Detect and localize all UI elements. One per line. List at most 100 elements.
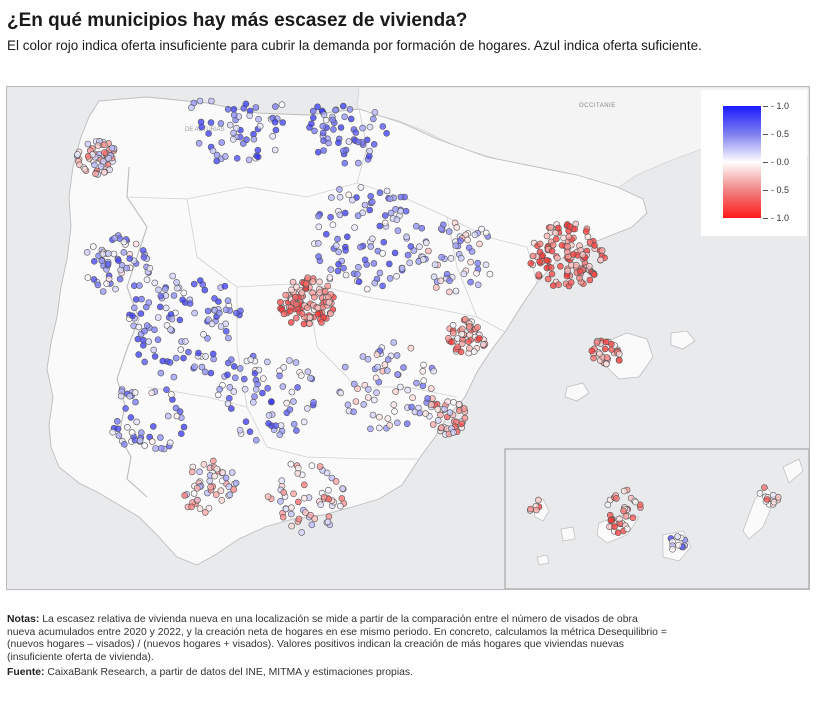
municipality-dot: [232, 479, 240, 487]
municipality-dot: [141, 442, 148, 449]
municipality-dot: [536, 240, 544, 248]
municipality-dot: [294, 469, 302, 477]
municipality-dot: [535, 496, 542, 504]
municipality-dot: [154, 314, 162, 321]
municipality-dot: [467, 258, 474, 266]
municipality-dot: [422, 239, 430, 247]
municipality-dot: [544, 275, 552, 283]
municipality-dot: [756, 489, 764, 497]
municipality-dot: [547, 264, 555, 271]
municipality-dot: [99, 250, 107, 258]
municipality-dot: [385, 260, 393, 268]
municipality-dot: [763, 496, 771, 503]
municipality-dot: [429, 421, 437, 428]
municipality-dot: [100, 169, 108, 176]
municipality-dot: [535, 271, 543, 278]
municipality-dot: [393, 419, 401, 427]
municipality-dot: [329, 221, 337, 229]
municipality-dot: [236, 426, 244, 434]
municipality-dot: [307, 511, 314, 519]
municipality-dot: [431, 261, 439, 268]
municipality-dot: [303, 405, 311, 412]
municipality-dot: [188, 468, 196, 476]
municipality-dot: [173, 412, 181, 420]
municipality-dot: [555, 224, 562, 232]
municipality-dot: [196, 505, 204, 513]
municipality-dot: [474, 324, 481, 331]
color-legend: - 1.0 - 0.5 - 0.0 - 0.5 - 1.0: [701, 90, 807, 236]
municipality-dot: [400, 364, 407, 371]
municipality-dot: [434, 405, 442, 413]
municipality-dot: [176, 316, 184, 324]
municipality-dot: [157, 369, 165, 377]
municipality-dot: [276, 298, 284, 306]
municipality-dot: [230, 486, 237, 493]
municipality-dot: [539, 252, 546, 259]
municipality-dot: [207, 369, 215, 377]
municipality-dot: [271, 118, 279, 126]
municipality-dot: [364, 355, 372, 363]
municipality-dot: [341, 113, 348, 121]
municipality-dot: [288, 286, 295, 294]
municipality-dot: [430, 273, 438, 281]
municipality-dot: [91, 161, 98, 169]
municipality-dot: [394, 227, 402, 234]
municipality-dot: [143, 322, 151, 329]
municipality-dot: [280, 489, 288, 496]
municipality-dot: [446, 277, 453, 284]
municipality-dot: [117, 392, 125, 400]
legend-tick: - 0.5: [763, 185, 789, 195]
municipality-dot: [450, 429, 457, 436]
municipality-dot: [336, 211, 344, 219]
municipality-dot: [90, 276, 98, 283]
municipality-dot: [110, 250, 118, 258]
municipality-dot: [360, 401, 368, 408]
municipality-dot: [579, 251, 587, 258]
municipality-dot: [332, 242, 340, 249]
municipality-dot: [294, 498, 302, 506]
municipality-dot: [458, 420, 465, 428]
municipality-dot: [774, 493, 782, 501]
municipality-dot: [169, 272, 176, 280]
municipality-dot: [180, 289, 188, 297]
municipality-dot: [141, 327, 148, 335]
municipality-dot: [623, 525, 631, 533]
municipality-dot: [340, 264, 347, 272]
municipality-dot: [466, 331, 474, 339]
municipality-dot: [391, 249, 399, 257]
municipality-dot: [675, 541, 682, 549]
map-canvas[interactable]: OCCITANIE DE ASTURIAS: [7, 87, 809, 589]
municipality-dot: [154, 336, 162, 343]
municipality-dot: [201, 286, 209, 294]
municipality-dot: [391, 408, 398, 415]
municipality-dot: [419, 256, 427, 263]
municipality-dot: [97, 163, 105, 170]
municipality-dot: [320, 493, 328, 501]
municipality-dot: [222, 328, 230, 335]
municipality-dot: [265, 411, 273, 419]
municipality-dot: [288, 522, 295, 530]
municipality-dot: [276, 372, 283, 380]
municipality-dot: [308, 521, 316, 529]
municipality-dot: [572, 261, 580, 269]
municipality-dot: [430, 367, 437, 375]
municipality-dot: [136, 437, 144, 444]
municipality-dot: [242, 418, 250, 426]
map[interactable]: OCCITANIE DE ASTURIAS: [6, 86, 810, 590]
municipality-dot: [586, 238, 594, 246]
municipality-dot: [230, 363, 238, 370]
municipality-dot: [230, 129, 237, 137]
municipality-dot: [354, 271, 361, 278]
municipality-dot: [104, 260, 112, 268]
municipality-dot: [422, 410, 429, 417]
municipality-dot: [446, 409, 454, 416]
municipality-dot: [549, 241, 557, 249]
municipality-dot: [163, 322, 171, 329]
municipality-dot: [246, 428, 254, 436]
municipality-dot: [465, 338, 472, 345]
municipality-dot: [536, 258, 543, 265]
municipality-dot: [226, 491, 234, 499]
municipality-dot: [593, 339, 601, 346]
municipality-dot: [133, 418, 140, 426]
municipality-dot: [327, 310, 334, 317]
